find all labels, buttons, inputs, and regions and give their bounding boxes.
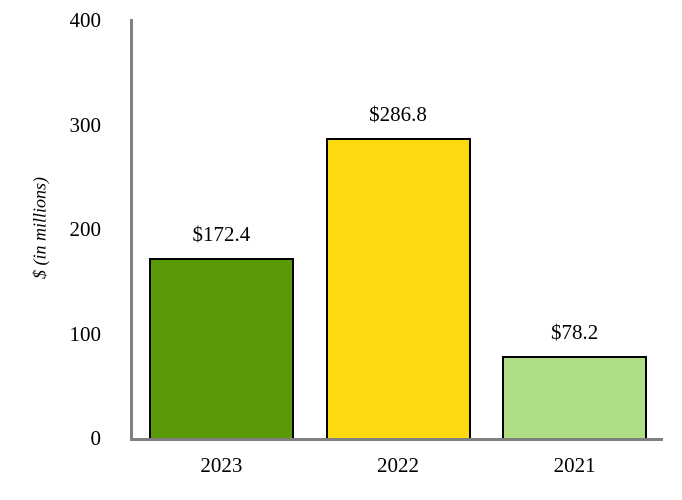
y-axis-line — [130, 19, 133, 441]
x-axis-line — [130, 438, 663, 441]
y-axis-tick-label: 300 — [69, 112, 102, 137]
y-axis-tick-label: 200 — [69, 217, 102, 241]
y-axis-tick-label: 100 — [69, 321, 102, 346]
bar-value-label: $286.8 — [369, 102, 427, 127]
bar-2023 — [148, 257, 294, 438]
x-axis-tick-label: 2021 — [553, 453, 596, 477]
x-axis-tick-label: 2023 — [200, 453, 243, 477]
x-axis-tick-label: 2022 — [377, 453, 419, 477]
y-axis-tick-label: 0 — [90, 426, 102, 450]
bar-value-label: $78.2 — [551, 320, 599, 345]
bar-2021 — [502, 356, 648, 438]
bar-value-label: $172.4 — [192, 221, 251, 246]
bar-2022 — [325, 138, 471, 438]
y-axis-tick-label: 400 — [69, 8, 102, 32]
